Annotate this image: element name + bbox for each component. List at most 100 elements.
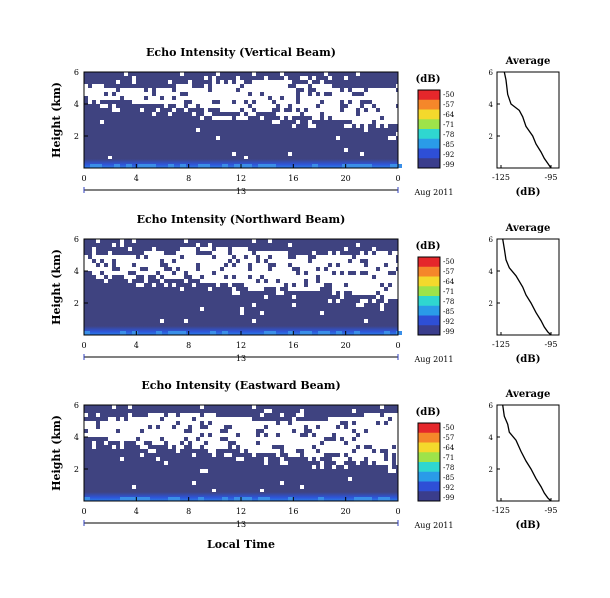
no-echo-cell [132, 88, 136, 92]
no-echo-cell [392, 283, 396, 287]
no-echo-cell [292, 88, 296, 92]
no-echo-cell [288, 449, 292, 453]
no-echo-cell [292, 263, 296, 267]
no-echo-cell [140, 437, 144, 441]
no-echo-cell [364, 283, 368, 287]
colorbar-tick-label: -57 [443, 434, 454, 442]
no-echo-cell [156, 251, 160, 255]
no-echo-cell [320, 453, 324, 457]
no-echo-cell [384, 433, 388, 437]
no-echo-cell [272, 271, 276, 275]
no-echo-cell [268, 271, 272, 275]
no-echo-cell [92, 421, 96, 425]
no-echo-cell [232, 96, 236, 100]
no-echo-cell [272, 84, 276, 88]
no-echo-cell [280, 255, 284, 259]
no-echo-cell [192, 481, 196, 485]
no-echo-cell [152, 96, 156, 100]
no-echo-cell [124, 425, 128, 429]
no-echo-cell [388, 104, 392, 108]
no-echo-cell [100, 429, 104, 433]
no-echo-cell [296, 259, 300, 263]
no-echo-cell [216, 433, 220, 437]
no-echo-cell [384, 299, 388, 303]
day-label: 13 [236, 354, 246, 363]
no-echo-cell [264, 88, 268, 92]
no-echo-cell [344, 76, 348, 80]
no-echo-cell [316, 457, 320, 461]
colorbar-tick-label: -78 [443, 464, 454, 472]
no-echo-cell [336, 433, 340, 437]
y-axis-label: Height (km) [50, 415, 63, 491]
no-echo-cell [164, 88, 168, 92]
no-echo-cell [336, 417, 340, 421]
no-echo-cell [88, 259, 92, 263]
no-echo-cell [304, 104, 308, 108]
no-echo-cell [256, 108, 260, 112]
no-echo-cell [372, 417, 376, 421]
no-echo-cell [308, 263, 312, 267]
no-echo-cell [180, 88, 184, 92]
ground-echo-cell [354, 331, 360, 335]
no-echo-cell [232, 108, 236, 112]
no-echo-cell [112, 243, 116, 247]
no-echo-cell [324, 116, 328, 120]
no-echo-cell [304, 437, 308, 441]
ground-echo-band [84, 326, 398, 335]
no-echo-cell [252, 263, 256, 267]
no-echo-cell [192, 271, 196, 275]
no-echo-cell [208, 247, 212, 251]
no-echo-cell [144, 421, 148, 425]
no-echo-cell [300, 437, 304, 441]
no-echo-cell [212, 489, 216, 493]
no-echo-cell [308, 104, 312, 108]
no-echo-cell [272, 251, 276, 255]
no-echo-cell [328, 433, 332, 437]
no-echo-cell [184, 84, 188, 88]
no-echo-cell [252, 287, 256, 291]
no-echo-cell [344, 279, 348, 283]
no-echo-cell [300, 275, 304, 279]
no-echo-cell [200, 307, 204, 311]
no-echo-cell [216, 271, 220, 275]
no-echo-cell [384, 108, 388, 112]
no-echo-cell [308, 449, 312, 453]
no-echo-cell [356, 287, 360, 291]
no-echo-cell [276, 96, 280, 100]
no-echo-cell [124, 271, 128, 275]
no-echo-cell [264, 441, 268, 445]
no-echo-cell [96, 275, 100, 279]
ground-echo-cell [246, 497, 252, 501]
no-echo-cell [280, 291, 284, 295]
no-echo-cell [372, 437, 376, 441]
ground-echo-cell [270, 164, 276, 168]
no-echo-cell [364, 255, 368, 259]
no-echo-cell [372, 100, 376, 104]
no-echo-cell [244, 429, 248, 433]
no-echo-cell [156, 433, 160, 437]
no-echo-cell [192, 437, 196, 441]
no-echo-cell [332, 88, 336, 92]
no-echo-cell [288, 433, 292, 437]
no-echo-cell [256, 96, 260, 100]
no-echo-cell [248, 255, 252, 259]
no-echo-cell [96, 92, 100, 96]
no-echo-cell [84, 263, 88, 267]
no-echo-cell [324, 100, 328, 104]
no-echo-cell [256, 445, 260, 449]
ground-echo-cell [222, 331, 228, 335]
no-echo-cell [240, 433, 244, 437]
x-tick-label: 4 [134, 507, 139, 516]
no-echo-cell [296, 263, 300, 267]
no-echo-cell [172, 417, 176, 421]
no-echo-cell [372, 259, 376, 263]
no-echo-cell [308, 279, 312, 283]
no-echo-cell [312, 76, 316, 80]
no-echo-cell [132, 433, 136, 437]
no-echo-cell [236, 76, 240, 80]
ground-echo-cell [210, 331, 216, 335]
no-echo-cell [280, 413, 284, 417]
no-echo-cell [308, 453, 312, 457]
no-echo-cell [208, 96, 212, 100]
